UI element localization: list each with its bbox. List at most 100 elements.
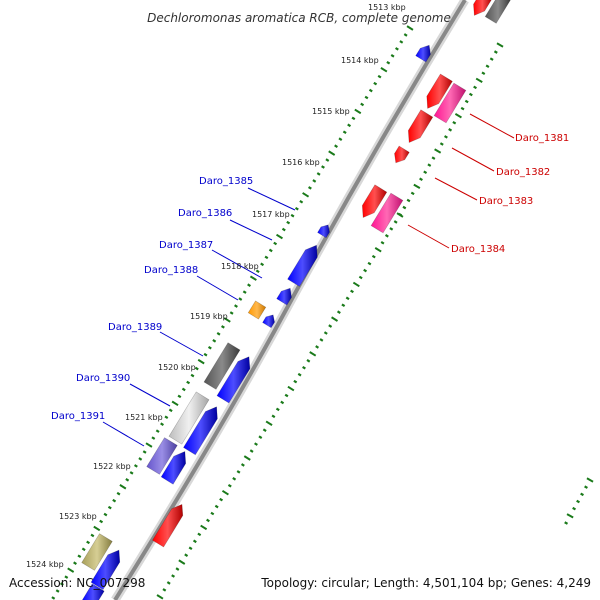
gene-glyph bbox=[426, 73, 453, 109]
ruler-tick bbox=[419, 177, 423, 182]
gene-label-daro-1391[interactable]: Daro_1391 bbox=[51, 411, 105, 422]
ruler-tick bbox=[81, 547, 86, 552]
ruler-tick bbox=[328, 324, 333, 328]
ruler-tick bbox=[192, 539, 197, 544]
gene-label-daro-1384[interactable]: Daro_1384 bbox=[451, 244, 505, 255]
ruler-tick bbox=[389, 227, 394, 231]
ruler-label: 1521 kbp bbox=[125, 413, 163, 422]
gene-glyph bbox=[361, 184, 388, 218]
ruler-tick bbox=[406, 198, 411, 203]
ruler-tick bbox=[297, 372, 302, 377]
ruler-tick bbox=[234, 304, 238, 308]
ruler-tick bbox=[380, 67, 388, 73]
ruler-tick bbox=[293, 379, 298, 384]
ruler-tick bbox=[406, 25, 414, 31]
ruler-tick bbox=[286, 220, 291, 225]
ruler-tick bbox=[403, 33, 408, 37]
gene-label-daro-1385[interactable]: Daro_1385 bbox=[199, 176, 253, 187]
ruler-tick bbox=[363, 268, 368, 273]
gene-label-daro-1382[interactable]: Daro_1382 bbox=[496, 167, 550, 178]
ruler-tick bbox=[223, 317, 231, 323]
ruler-tick bbox=[334, 144, 338, 148]
ruler-tick bbox=[200, 524, 208, 531]
ruler-tick bbox=[350, 289, 354, 294]
gene-glyph bbox=[168, 391, 210, 445]
ruler-tick bbox=[358, 275, 363, 280]
ruler-tick bbox=[323, 331, 328, 335]
ruler-tick bbox=[197, 358, 205, 365]
ruler-tick bbox=[210, 511, 215, 516]
ruler-tick bbox=[151, 436, 156, 440]
ruler-tick bbox=[166, 581, 171, 585]
gene-glyph bbox=[407, 109, 434, 143]
ruler-tick bbox=[156, 594, 164, 600]
ruler-ticks-far bbox=[564, 477, 594, 525]
ruler-tick bbox=[273, 241, 278, 246]
ruler-tick bbox=[454, 113, 462, 119]
ruler-tick bbox=[249, 275, 257, 281]
ruler-tick bbox=[247, 283, 251, 287]
ruler-tick bbox=[116, 491, 121, 496]
map-title: Dechloromonas aromatica RCB, complete ge… bbox=[147, 11, 451, 25]
forward-gene-labels: Daro_1385 Daro_1386 Daro_1387 Daro_1388 … bbox=[51, 176, 253, 422]
ruler-tick bbox=[60, 582, 64, 586]
gene-label-daro-1390[interactable]: Daro_1390 bbox=[76, 373, 130, 384]
ruler-tick bbox=[219, 497, 224, 502]
ruler-tick bbox=[564, 521, 569, 525]
ruler-tick bbox=[184, 553, 189, 557]
gene-glyph bbox=[216, 356, 251, 404]
ruler-tick bbox=[468, 92, 473, 97]
ruler-tick bbox=[380, 240, 385, 245]
ruler-tick bbox=[55, 589, 60, 593]
ruler-tick bbox=[586, 477, 594, 483]
ruler-tick bbox=[206, 518, 210, 523]
gene-label-daro-1389[interactable]: Daro_1389 bbox=[108, 322, 162, 333]
ruler-tick bbox=[341, 303, 346, 308]
ruler-label: 1514 kbp bbox=[341, 56, 379, 65]
ruler-tick bbox=[390, 54, 395, 58]
ruler-tick bbox=[129, 471, 134, 475]
ruler-tick bbox=[236, 470, 241, 474]
ruler-tick bbox=[64, 575, 69, 579]
ruler-tick bbox=[275, 407, 280, 412]
ruler-tick bbox=[316, 172, 321, 176]
ruler-tick bbox=[229, 311, 234, 315]
ruler-tick bbox=[377, 74, 382, 79]
ruler-tick bbox=[448, 128, 453, 132]
ruler-tick bbox=[374, 247, 382, 253]
ruler-tick bbox=[133, 464, 138, 468]
ruler-ticks-outer bbox=[156, 42, 504, 600]
ruler-tick bbox=[103, 512, 108, 517]
ruler-tick bbox=[203, 352, 208, 357]
ruler-tick bbox=[460, 106, 465, 111]
ruler-tick bbox=[306, 359, 311, 363]
ruler-tick bbox=[319, 338, 324, 342]
ruler-tick bbox=[197, 532, 202, 537]
ruler-tick bbox=[232, 477, 237, 481]
genome-backbone-line bbox=[113, 0, 467, 600]
accession-text: Accession: NC_007298 bbox=[9, 576, 146, 590]
ruler-tick bbox=[395, 47, 399, 51]
ruler-label: 1523 kbp bbox=[59, 512, 97, 521]
ruler-tick bbox=[444, 135, 448, 139]
gene-glyph bbox=[81, 533, 113, 571]
ruler-tick bbox=[138, 457, 143, 461]
ruler-tick bbox=[190, 373, 195, 378]
gene-glyph bbox=[203, 342, 241, 390]
ruler-tick bbox=[413, 183, 421, 189]
ruler-label: 1520 kbp bbox=[158, 363, 196, 372]
ruler-label: 1518 kbp bbox=[221, 262, 259, 271]
gene-label-daro-1381[interactable]: Daro_1381 bbox=[515, 133, 569, 144]
gene-label-daro-1387[interactable]: Daro_1387 bbox=[159, 240, 213, 251]
ruler-tick bbox=[175, 567, 180, 571]
ruler-tick bbox=[264, 255, 269, 260]
ruler-label: 1519 kbp bbox=[190, 312, 228, 321]
ruler-tick bbox=[181, 387, 186, 392]
ruler-tick bbox=[496, 42, 504, 48]
gene-label-daro-1386[interactable]: Daro_1386 bbox=[178, 208, 232, 219]
ruler-tick bbox=[227, 483, 232, 488]
ruler-tick bbox=[431, 156, 436, 160]
gene-label-daro-1388[interactable]: Daro_1388 bbox=[144, 265, 198, 276]
ruler-tick bbox=[260, 262, 265, 267]
gene-label-daro-1383[interactable]: Daro_1383 bbox=[479, 196, 533, 207]
